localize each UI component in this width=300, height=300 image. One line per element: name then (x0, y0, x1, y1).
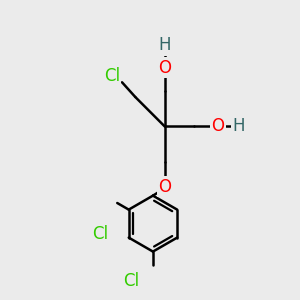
Text: H: H (232, 117, 244, 135)
Text: O: O (158, 58, 171, 76)
Text: O: O (211, 117, 224, 135)
Text: H: H (158, 37, 171, 55)
Text: Cl: Cl (104, 68, 120, 85)
Text: Cl: Cl (92, 225, 108, 243)
Text: Cl: Cl (123, 272, 139, 290)
Text: O: O (158, 178, 171, 196)
